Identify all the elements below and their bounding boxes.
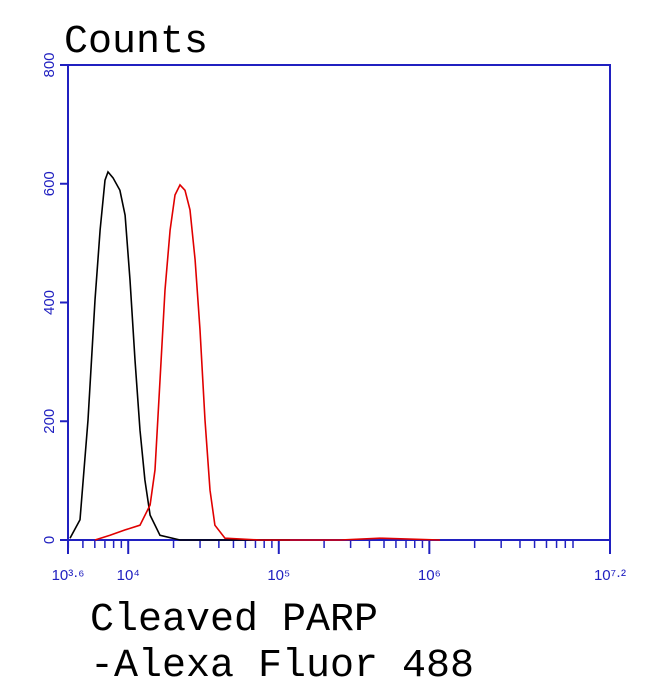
plot-frame — [67, 64, 611, 541]
x-tick-label: 10⁶ — [418, 567, 441, 584]
histogram-line — [94, 183, 441, 541]
y-tick-label: 600 — [41, 171, 58, 196]
y-tick-label: 800 — [41, 52, 58, 77]
y-tick-label: 400 — [41, 290, 58, 315]
x-tick-label: 10⁷·² — [594, 567, 626, 584]
x-tick-label: 10³·⁶ — [52, 567, 85, 584]
histogram-line — [69, 170, 291, 541]
y-axis-label: Counts — [64, 20, 208, 65]
x-axis-label: -Alexa Fluor 488 — [90, 644, 474, 689]
x-axis-label: Cleaved PARP — [90, 598, 378, 643]
y-tick-label: 0 — [41, 536, 58, 544]
x-tick-label: 10⁵ — [267, 567, 290, 584]
y-tick-label: 200 — [41, 409, 58, 434]
x-tick-label: 10⁴ — [117, 567, 140, 584]
